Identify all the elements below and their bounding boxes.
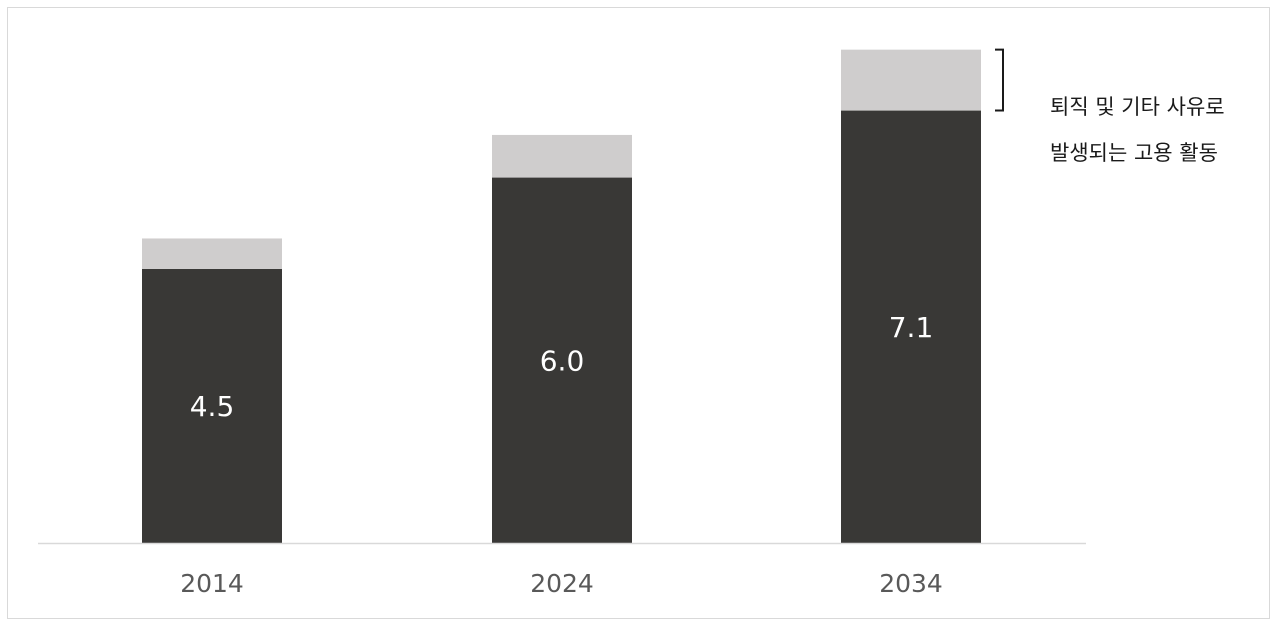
bar-2024-segment-1 bbox=[492, 177, 632, 543]
bars-group: 4.5 6.0 7.1 bbox=[142, 49, 981, 544]
x-tick-label-2024: 2024 bbox=[530, 569, 594, 598]
bar-2014-segment-1 bbox=[142, 268, 282, 543]
bar-value-label-2034: 7.1 bbox=[889, 311, 934, 344]
x-tick-label-2034: 2034 bbox=[879, 569, 943, 598]
bar-2034-segment-1 bbox=[841, 110, 981, 544]
bar-2014-segment-2 bbox=[142, 238, 282, 269]
bar-2024-segment-2 bbox=[492, 134, 632, 178]
annotation-text: 퇴직 및 기타 사유로 발생되는 고용 활동 bbox=[1050, 84, 1265, 176]
annotation-line-2: 발생되는 고용 활동 bbox=[1050, 141, 1218, 165]
bar-value-label-2014: 4.5 bbox=[190, 390, 235, 423]
x-tick-label-2014: 2014 bbox=[180, 569, 244, 598]
annotation-bracket bbox=[995, 48, 1004, 112]
x-tick-labels: 2014 2024 2034 bbox=[180, 569, 943, 598]
annotation-line-1: 퇴직 및 기타 사유로 bbox=[1050, 95, 1225, 119]
bar-value-label-2024: 6.0 bbox=[540, 344, 585, 377]
bar-2034-segment-2 bbox=[841, 49, 981, 111]
